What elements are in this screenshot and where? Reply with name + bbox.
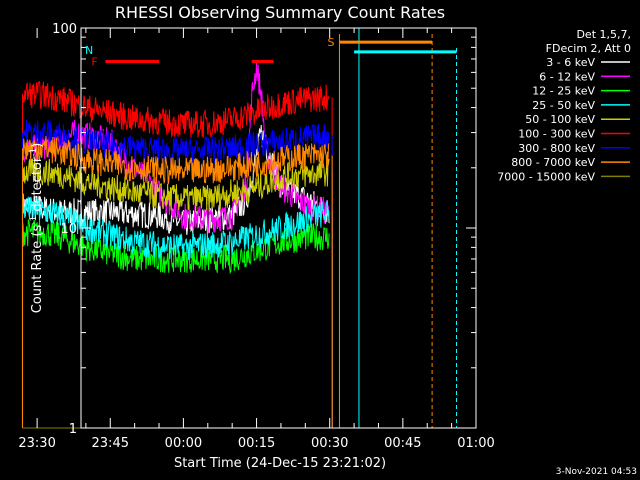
legend-item-label: 3 - 6 keV — [546, 56, 595, 69]
x-tick-label: 00:45 — [384, 436, 421, 451]
flare-label: F — [91, 55, 97, 68]
legend-item-label: 100 - 300 keV — [518, 128, 595, 141]
chart-title: RHESSI Observing Summary Count Rates — [115, 3, 445, 22]
x-tick-label: 01:00 — [457, 436, 494, 451]
series-line — [22, 219, 330, 275]
series-line — [22, 80, 330, 138]
series-line — [22, 158, 330, 213]
x-tick-label: 23:45 — [92, 436, 129, 451]
y-tick-label: 10 — [60, 222, 77, 237]
legend-header: Det 1,5,7, — [576, 28, 631, 41]
series-2 — [21, 219, 333, 428]
night-label: N — [85, 44, 93, 57]
x-tick-label: 00:15 — [238, 436, 275, 451]
y-axis-ticks: 1 10 100 — [52, 22, 476, 437]
saa-label: S — [327, 36, 334, 49]
series-line — [22, 196, 330, 262]
x-tick-label: 23:30 — [18, 436, 55, 451]
legend-header: FDecim 2, Att 0 — [546, 42, 631, 55]
legend-item-label: 12 - 25 keV — [532, 85, 595, 98]
x-tick-label: 00:00 — [165, 436, 202, 451]
legend-item-label: 25 - 50 keV — [532, 99, 595, 112]
plot-area: FN S — [21, 28, 457, 429]
legend-item-label: 800 - 7000 keV — [511, 156, 595, 169]
legend-item-label: 6 - 12 keV — [539, 70, 595, 83]
series-line — [22, 60, 330, 234]
legend-item-label: 50 - 100 keV — [525, 113, 595, 126]
y-axis-label: Count Rate (s-1 detector-1) — [29, 143, 45, 314]
x-tick-label: 00:30 — [311, 436, 348, 451]
legend-item-label: 300 - 800 keV — [518, 142, 595, 155]
timestamp: 3-Nov-2021 04:53 — [556, 467, 637, 477]
x-axis-ticks: 23:30 23:45 00:00 00:15 00:30 00:45 01:00 — [18, 28, 495, 451]
y-tick-label: 100 — [52, 22, 77, 37]
series-line — [22, 136, 330, 185]
y-tick-label: 1 — [69, 422, 77, 437]
series-7 — [21, 136, 333, 428]
legend-item-label: 7000 - 15000 keV — [497, 170, 595, 183]
x-axis-label: Start Time (24-Dec-15 23:21:02) — [174, 456, 386, 471]
